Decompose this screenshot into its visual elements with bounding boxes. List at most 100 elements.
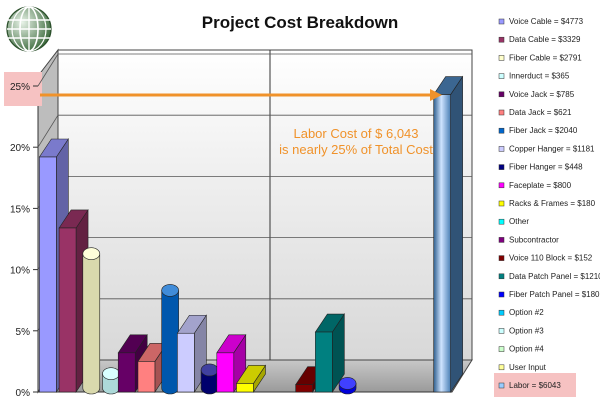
bar-front: [58, 227, 77, 393]
bar: [314, 313, 345, 393]
legend-item: Copper Hanger = $1181: [498, 144, 595, 153]
legend-label: Voice 110 Block = $152: [509, 254, 593, 263]
y-tick-labels: 0% 5% 10% 15% 20% 25%: [10, 82, 38, 399]
legend-label: User Input: [509, 363, 547, 372]
bar-top: [82, 247, 101, 260]
y-tick-label: 15%: [10, 204, 30, 215]
annotation-line-2: is nearly 25% of Total Cost: [279, 142, 433, 157]
legend-label: Data Jack = $621: [509, 108, 572, 117]
legend-label: Other: [509, 217, 529, 226]
bar-front: [117, 352, 136, 393]
legend-label: Faceplate = $800: [509, 181, 572, 190]
legend-item: User Input: [498, 363, 547, 372]
bars: [38, 75, 464, 395]
legend-item: Racks & Frames = $180: [498, 199, 596, 208]
legend-swatch: [498, 346, 505, 352]
bar-top: [161, 284, 179, 297]
bar: [161, 284, 179, 395]
legend-item: Option #2: [498, 308, 544, 317]
bar-side: [450, 75, 463, 393]
legend-label: Option #3: [509, 326, 544, 335]
legend-swatch: [498, 55, 505, 61]
legend-swatch: [498, 146, 505, 152]
legend-label: Voice Jack = $785: [509, 90, 575, 99]
bar-front: [177, 332, 195, 393]
legend-swatch: [498, 273, 505, 280]
legend-item: Data Cable = $3329: [498, 35, 581, 44]
legend-item: Faceplate = $800: [498, 181, 572, 190]
legend-swatch: [498, 36, 505, 43]
legend-label: Option #2: [509, 308, 544, 317]
legend-item: Fiber Jack = $2040: [498, 126, 578, 135]
bar-body: [82, 253, 101, 395]
bar-front: [137, 361, 156, 393]
legend-label: Data Cable = $3329: [509, 35, 581, 44]
legend-item: Data Patch Panel = $1210: [498, 272, 600, 281]
legend-swatch: [498, 127, 505, 134]
legend-swatch: [498, 255, 505, 261]
bar-front: [39, 156, 57, 393]
bar-top: [338, 377, 357, 390]
legend-item: Fiber Patch Panel = $180: [498, 290, 600, 299]
legend: Voice Cable = $4773 Data Cable = $3329 Fib…: [498, 17, 600, 390]
y-tick-label: 20%: [10, 143, 30, 154]
bar-top: [102, 367, 120, 380]
bar-front: [216, 352, 235, 393]
legend-swatch: [498, 237, 505, 243]
bar: [433, 75, 464, 393]
legend-swatch: [498, 328, 505, 334]
bar-front: [295, 384, 313, 393]
y-tick-label: 25%: [10, 82, 30, 93]
bar: [235, 364, 267, 393]
bar-top: [200, 363, 219, 377]
legend-swatch: [498, 73, 505, 79]
bar-front: [315, 331, 333, 393]
annotation-arrow: [40, 89, 442, 101]
chart-title: Project Cost Breakdown: [202, 13, 399, 32]
legend-item: Labor = $6043: [498, 381, 561, 390]
legend-swatch: [498, 18, 505, 25]
y-tick-label: 10%: [10, 266, 30, 277]
bar: [338, 377, 357, 395]
legend-label: Labor = $6043: [509, 381, 561, 390]
legend-item: Option #4: [498, 345, 544, 354]
bar-front: [433, 94, 451, 393]
legend-swatch: [498, 109, 505, 116]
legend-swatch: [498, 218, 505, 225]
legend-item: Voice Cable = $4773: [498, 17, 584, 26]
legend-swatch: [498, 164, 505, 170]
legend-label: Racks & Frames = $180: [509, 199, 596, 208]
legend-label: Fiber Cable = $2791: [509, 53, 582, 62]
y-tick-label: 0%: [16, 388, 31, 399]
legend-swatch: [498, 91, 505, 98]
legend-swatch: [498, 291, 505, 298]
bar: [200, 363, 219, 395]
legend-swatch: [498, 200, 505, 207]
legend-item: Fiber Cable = $2791: [498, 53, 582, 62]
bar-front: [236, 383, 254, 393]
legend-swatch: [498, 364, 505, 371]
annotation-line-1: Labor Cost of $ 6,043: [293, 126, 418, 141]
legend-swatch: [498, 182, 505, 189]
legend-item: Other: [498, 217, 529, 226]
legend-item: Voice Jack = $785: [498, 90, 575, 99]
bar: [102, 367, 120, 395]
legend-label: Innerduct = $365: [509, 72, 570, 81]
legend-label: Voice Cable = $4773: [509, 17, 584, 26]
bar: [117, 333, 148, 393]
legend-item: Voice 110 Block = $152: [498, 254, 593, 263]
legend-item: Innerduct = $365: [498, 72, 570, 81]
legend-label: Copper Hanger = $1181: [509, 144, 595, 153]
grid-line-side: [37, 53, 59, 87]
legend-highlight: [494, 373, 576, 397]
legend-label: Subcontractor: [509, 235, 559, 244]
legend-label: Fiber Jack = $2040: [509, 126, 578, 135]
globe-logo-icon: [6, 6, 52, 52]
legend-label: Fiber Patch Panel = $180: [509, 290, 600, 299]
legend-item: Fiber Hanger = $448: [498, 163, 583, 172]
bar: [82, 247, 101, 395]
legend-item: Subcontractor: [498, 235, 559, 244]
y-tick-label: 5%: [16, 327, 31, 338]
legend-item: Data Jack = $621: [498, 108, 572, 117]
